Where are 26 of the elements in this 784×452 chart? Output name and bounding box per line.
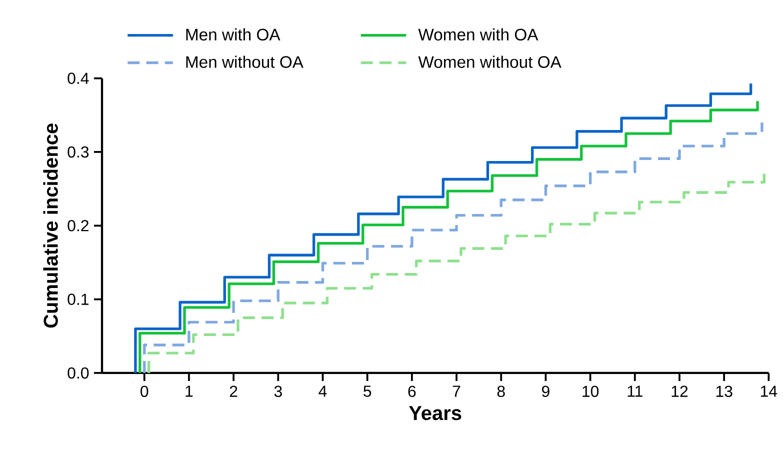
x-tick-label: 2 xyxy=(230,386,238,397)
legend-label: Women with OA xyxy=(418,28,538,41)
x-tick-label: 14 xyxy=(760,386,778,397)
x-tick-label: 13 xyxy=(716,386,732,398)
x-tick-label: 5 xyxy=(364,386,372,397)
x-tick-label: 12 xyxy=(672,386,688,397)
y-tick-label: 0.3 xyxy=(68,146,89,158)
x-tick-label: 11 xyxy=(628,386,642,397)
y-axis-title: Cumulative incidence xyxy=(43,124,58,328)
x-tick-label: 8 xyxy=(497,386,505,398)
x-tick-label: 1 xyxy=(186,386,193,397)
y-tick-label: 0.4 xyxy=(68,72,89,84)
x-tick-label: 0 xyxy=(140,386,148,398)
x-tick-label: 3 xyxy=(274,386,282,398)
x-axis-title: Years xyxy=(408,406,462,420)
y-tick-label: 0.0 xyxy=(68,367,89,379)
legend-label: Men with OA xyxy=(186,28,280,41)
x-tick-label: 4 xyxy=(318,386,327,397)
y-tick-label: 0.2 xyxy=(68,220,88,232)
x-tick-label: 7 xyxy=(452,386,460,397)
legend-label: Women without OA xyxy=(418,56,562,68)
x-tick-label: 6 xyxy=(408,386,416,398)
y-tick-label: 0.1 xyxy=(68,294,89,305)
x-tick-label: 9 xyxy=(542,386,550,398)
x-tick-label: 10 xyxy=(582,386,599,398)
legend-label: Men without OA xyxy=(186,56,304,68)
